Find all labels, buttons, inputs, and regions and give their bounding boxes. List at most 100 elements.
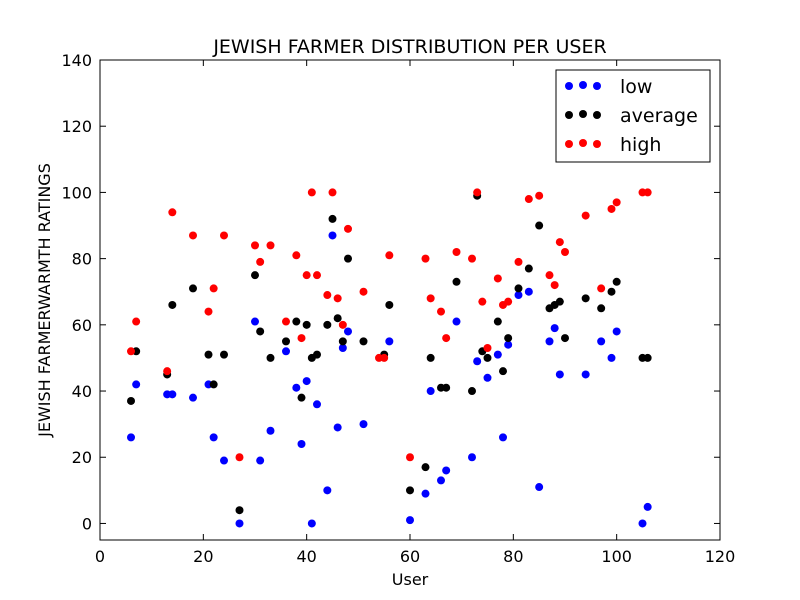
data-point-low xyxy=(328,231,337,240)
data-point-high xyxy=(251,241,259,250)
data-point-high xyxy=(204,307,213,316)
data-point-high xyxy=(359,287,368,296)
data-point-high xyxy=(168,208,177,217)
data-point-average xyxy=(127,396,135,405)
data-point-average xyxy=(338,337,347,346)
data-point-average xyxy=(359,337,368,346)
data-point-average xyxy=(406,486,414,495)
data-point-average xyxy=(643,353,652,362)
data-point-average xyxy=(313,350,321,359)
data-point-low xyxy=(266,426,275,435)
data-point-low xyxy=(535,483,544,492)
data-point-average xyxy=(452,277,461,286)
data-point-high xyxy=(313,271,321,280)
data-point-average xyxy=(235,506,244,515)
y-tick-label: 20 xyxy=(72,448,92,467)
data-point-average xyxy=(504,334,513,343)
data-point-high xyxy=(421,254,430,263)
data-point-high xyxy=(504,297,513,306)
x-tick-label: 20 xyxy=(193,547,213,566)
legend-marker-low xyxy=(565,82,573,90)
data-point-low xyxy=(235,519,244,528)
data-point-high xyxy=(555,238,564,247)
data-point-high xyxy=(307,188,316,197)
data-point-high xyxy=(297,334,306,343)
data-point-high xyxy=(344,224,352,233)
x-axis: 0 20 40 60 80 100 120 xyxy=(95,60,735,566)
y-axis: 0 20 40 60 80 100 120 140 xyxy=(61,51,720,533)
data-point-high xyxy=(607,204,616,213)
data-point-low xyxy=(209,433,218,442)
y-tick-label: 60 xyxy=(72,316,92,335)
data-point-average xyxy=(581,294,590,303)
data-point-average xyxy=(514,284,523,293)
data-point-high xyxy=(127,347,135,356)
data-point-low xyxy=(406,516,414,525)
data-point-average xyxy=(344,254,352,263)
x-tick-label: 60 xyxy=(400,547,420,566)
data-point-low xyxy=(473,357,482,366)
data-point-average xyxy=(493,317,502,326)
data-point-low xyxy=(302,377,311,386)
data-point-low xyxy=(493,350,502,359)
data-point-average xyxy=(561,334,569,343)
data-point-high xyxy=(220,231,228,240)
data-point-high xyxy=(189,231,197,240)
data-point-high xyxy=(406,453,414,462)
data-point-average xyxy=(266,353,275,362)
data-point-high xyxy=(266,241,275,250)
data-point-low xyxy=(189,393,197,402)
x-tick-label: 80 xyxy=(503,547,523,566)
data-point-average xyxy=(189,284,197,293)
data-point-high xyxy=(612,198,621,207)
data-point-average xyxy=(282,337,290,346)
data-point-high xyxy=(468,254,476,263)
data-point-average xyxy=(333,314,342,323)
data-point-high xyxy=(426,294,435,303)
data-point-low xyxy=(344,327,352,336)
data-point-high xyxy=(514,257,523,266)
legend-marker-average xyxy=(593,111,601,119)
data-point-low xyxy=(643,502,652,511)
data-point-low xyxy=(442,466,451,475)
data-point-average xyxy=(426,353,435,362)
data-point-high xyxy=(132,317,141,326)
legend-marker-average xyxy=(565,111,573,119)
data-point-low xyxy=(292,383,301,392)
data-point-high xyxy=(385,251,394,260)
data-point-high xyxy=(292,251,301,260)
legend-marker-low xyxy=(579,81,587,89)
legend-marker-low xyxy=(593,82,601,90)
data-point-low xyxy=(426,387,435,396)
data-point-high xyxy=(524,195,533,204)
data-point-high xyxy=(323,291,332,300)
data-point-high xyxy=(380,353,389,362)
data-point-low xyxy=(307,519,316,528)
data-point-average xyxy=(442,383,451,392)
data-point-average xyxy=(220,350,228,359)
y-axis-label: JEWISH FARMERWARMTH RATINGS xyxy=(35,163,54,438)
legend-label-high: high xyxy=(620,134,661,156)
data-point-high xyxy=(581,211,590,220)
y-tick-label: 80 xyxy=(72,250,92,269)
data-point-average xyxy=(209,380,218,389)
data-point-low xyxy=(323,486,332,495)
y-tick-label: 0 xyxy=(82,514,92,533)
data-point-low xyxy=(297,440,306,448)
data-point-low xyxy=(452,317,461,326)
data-point-low xyxy=(514,291,523,300)
legend-marker-average xyxy=(579,110,587,118)
data-point-average xyxy=(385,300,394,309)
data-point-low xyxy=(550,324,559,333)
points-layer xyxy=(127,188,652,528)
data-point-low xyxy=(338,344,347,352)
data-point-high xyxy=(442,334,451,343)
data-point-high xyxy=(597,284,606,293)
data-point-high xyxy=(561,248,569,256)
data-point-average xyxy=(297,393,306,402)
data-point-average xyxy=(421,463,430,472)
data-point-high xyxy=(535,191,544,200)
data-point-average xyxy=(256,327,265,336)
data-point-average xyxy=(168,300,177,309)
data-point-average xyxy=(468,387,476,396)
